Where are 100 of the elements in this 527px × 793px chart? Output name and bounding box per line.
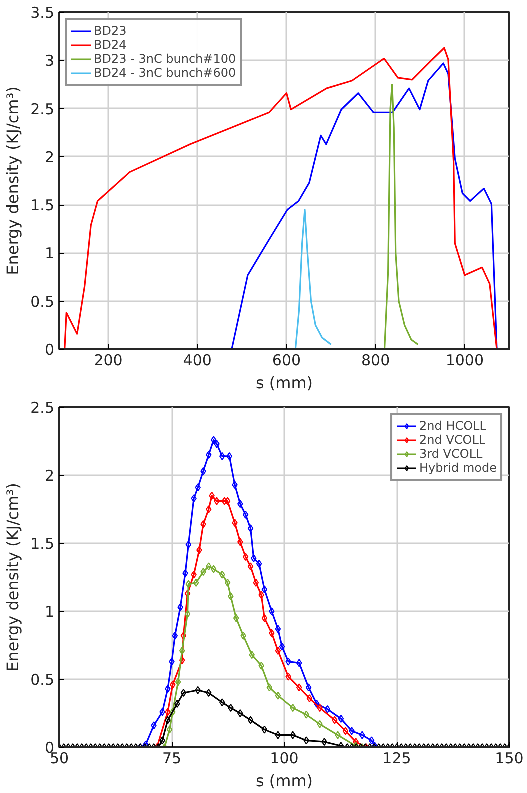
point (275, 646, 282, 655)
point (180, 632, 187, 640)
point (175, 678, 182, 686)
point (296, 684, 302, 692)
y-tick-label: 1 (44, 603, 55, 621)
point (262, 586, 268, 594)
y-tick-label: 2 (44, 148, 55, 166)
legend-label: BD24 (94, 38, 127, 52)
point (191, 494, 197, 503)
y-tick-label: 3.5 (30, 4, 55, 22)
point (258, 591, 264, 600)
point (206, 451, 212, 460)
point (193, 578, 200, 587)
point (169, 658, 175, 666)
point (275, 625, 282, 634)
point (166, 726, 173, 734)
x-tick-label: 150 (495, 750, 524, 768)
point (306, 684, 312, 692)
point (165, 708, 171, 716)
x-axis-title: s (mm) (256, 374, 314, 392)
point (306, 694, 313, 703)
point (214, 440, 220, 448)
legend-label: 3rd VCOLL (420, 447, 483, 461)
point (214, 497, 220, 506)
point (342, 727, 349, 736)
point (317, 720, 323, 728)
point (275, 692, 282, 700)
x-tick-label: 75 (162, 750, 182, 768)
point (178, 603, 184, 612)
point (151, 722, 157, 730)
point (186, 540, 192, 549)
point (222, 497, 228, 506)
point (179, 656, 186, 665)
x-tick-label: 400 (183, 352, 212, 370)
y-tick-label: 0.5 (30, 292, 55, 311)
point (143, 740, 149, 748)
point (258, 662, 264, 670)
x-tick-label: 1000 (446, 352, 484, 370)
point (269, 629, 275, 638)
y-tick-label: 0 (44, 341, 55, 359)
point (248, 524, 254, 533)
legend-label: BD24 - 3nC bunch#600 (94, 66, 236, 80)
point (233, 614, 240, 622)
point (359, 731, 366, 740)
point (317, 704, 323, 712)
x-tick-label: 125 (382, 750, 412, 768)
point (253, 578, 260, 587)
point (266, 684, 273, 692)
point (242, 510, 249, 519)
point (224, 497, 231, 506)
point (290, 704, 296, 712)
y-axis-title: Energy density (KJ/cm³) (4, 483, 23, 672)
point (296, 659, 302, 668)
y-tick-label: 2 (44, 467, 55, 485)
point (182, 569, 188, 578)
point (170, 680, 176, 689)
y-tick-label: 2.5 (30, 399, 55, 417)
legend-label: 2nd HCOLL (420, 419, 486, 433)
point (335, 731, 341, 740)
point (332, 716, 338, 724)
x-tick-label: 200 (94, 352, 123, 370)
point (256, 560, 262, 568)
point (210, 436, 217, 444)
point (368, 736, 375, 745)
point (210, 565, 217, 574)
point (242, 553, 249, 562)
legend-label: BD23 (94, 24, 127, 38)
legend-label: 2nd VCOLL (420, 433, 486, 447)
point (338, 714, 344, 723)
point (172, 632, 178, 640)
point (232, 519, 238, 528)
point (195, 484, 201, 492)
point (209, 492, 215, 500)
point (191, 570, 197, 579)
point (349, 727, 355, 736)
point (238, 538, 244, 546)
point (179, 646, 186, 655)
legend-label: Hybrid mode (420, 461, 497, 475)
point (206, 562, 212, 571)
point (200, 467, 206, 476)
y-tick-label: 1 (44, 244, 55, 263)
point (304, 710, 310, 719)
point (286, 672, 292, 681)
point (220, 570, 226, 579)
x-tick-label: 600 (272, 352, 302, 370)
x-tick-label: 100 (270, 750, 299, 768)
point (186, 580, 192, 588)
point (224, 578, 231, 587)
point (238, 500, 244, 508)
point (184, 590, 191, 598)
point (324, 705, 331, 714)
point (262, 614, 268, 622)
y-tick-label: 3 (44, 52, 55, 70)
y-tick-label: 1.5 (30, 196, 55, 215)
y-axis-title: Energy density (KJ/cm³) (4, 86, 23, 276)
point (170, 708, 176, 716)
y-tick-label: 1.5 (30, 535, 55, 553)
point (286, 658, 292, 666)
point (184, 610, 191, 618)
point (248, 562, 254, 571)
